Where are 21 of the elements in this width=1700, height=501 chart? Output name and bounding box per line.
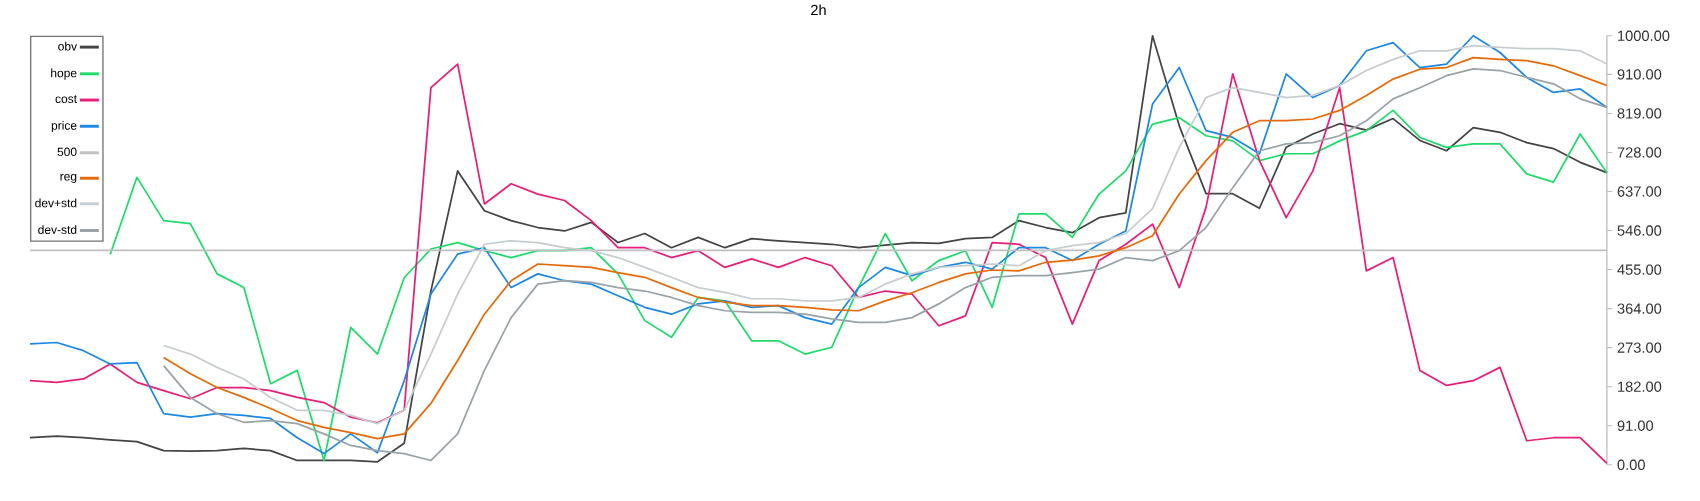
y-tick-label: 546.00 xyxy=(1617,225,1662,236)
y-tick-label: 91.00 xyxy=(1617,420,1654,432)
legend-label: obv xyxy=(58,41,77,51)
chart-title: 2h xyxy=(811,4,826,16)
y-tick-label: 1000.00 xyxy=(1618,30,1670,42)
legend-label: cost xyxy=(55,95,77,104)
y-tick-label: 273.00 xyxy=(1617,342,1662,353)
y-tick-label: 637.00 xyxy=(1617,186,1662,197)
legend-label: reg xyxy=(60,174,77,184)
y-tick-label: 182.00 xyxy=(1618,381,1662,392)
legend-label: 500 xyxy=(57,147,77,157)
y-tick-label: 728.00 xyxy=(1617,147,1662,158)
y-tick-label: 455.00 xyxy=(1617,264,1662,275)
legend-label: price xyxy=(51,121,77,133)
y-tick-label: 910.00 xyxy=(1617,69,1662,80)
legend-label: dev-std xyxy=(38,225,77,235)
y-tick-label: 0.00 xyxy=(1617,459,1645,471)
legend-label: hope xyxy=(51,68,77,80)
y-tick-label: 364.00 xyxy=(1617,303,1662,314)
y-tick-label: 819.00 xyxy=(1617,108,1662,119)
legend-label: dev+std xyxy=(35,198,77,208)
